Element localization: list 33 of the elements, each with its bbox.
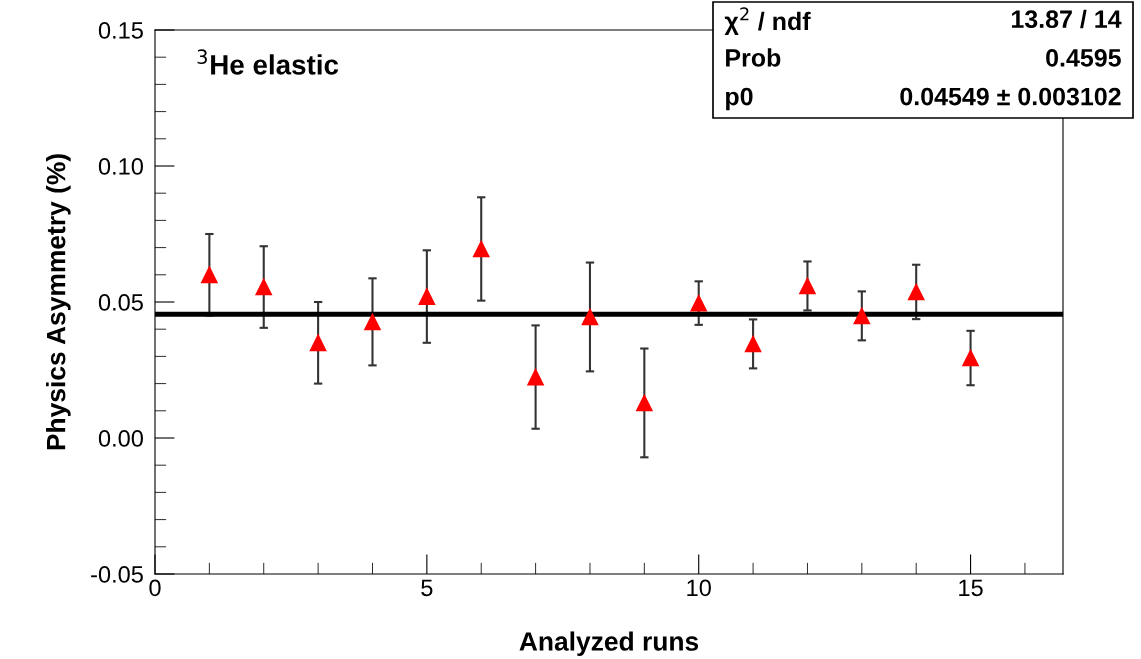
annotation: $^{3}$He elastic	[197, 49, 339, 75]
point	[527, 368, 544, 386]
y-tick-label: 0.10	[98, 158, 143, 175]
point	[690, 294, 708, 312]
x-tick-label: 0	[149, 579, 161, 597]
x-tick-label: 10	[687, 579, 711, 597]
annotation: 0.4595	[1046, 49, 1121, 67]
point	[962, 349, 979, 367]
annotation: χ$^{2}$ / ndf	[724, 7, 811, 36]
point	[309, 334, 327, 352]
point	[636, 394, 653, 412]
point	[853, 307, 871, 325]
point	[744, 335, 762, 353]
annotation: 0.04549 ± 0.003102	[900, 87, 1121, 106]
y-tick-label: -0.05	[91, 566, 143, 583]
x-axis-title: Analyzed runs	[519, 631, 699, 657]
y-tick-label: 0.05	[98, 294, 143, 311]
point	[364, 313, 381, 331]
point	[418, 288, 436, 305]
annotation: p0	[726, 87, 753, 111]
point	[581, 308, 599, 326]
y-tick-label: 0.00	[98, 430, 143, 447]
point	[907, 283, 925, 301]
x-tick-label: 15	[959, 579, 983, 597]
y-axis-title: Physics Asymmetry (%)	[46, 154, 71, 450]
point	[472, 240, 490, 258]
point	[255, 278, 273, 296]
annotation: Prob	[726, 48, 781, 67]
point	[799, 277, 816, 295]
x-tick-label: 5	[421, 579, 433, 597]
text: 13.87 / 14	[1011, 9, 1122, 29]
point	[201, 266, 218, 284]
y-tick-label: 0.15	[98, 22, 143, 39]
